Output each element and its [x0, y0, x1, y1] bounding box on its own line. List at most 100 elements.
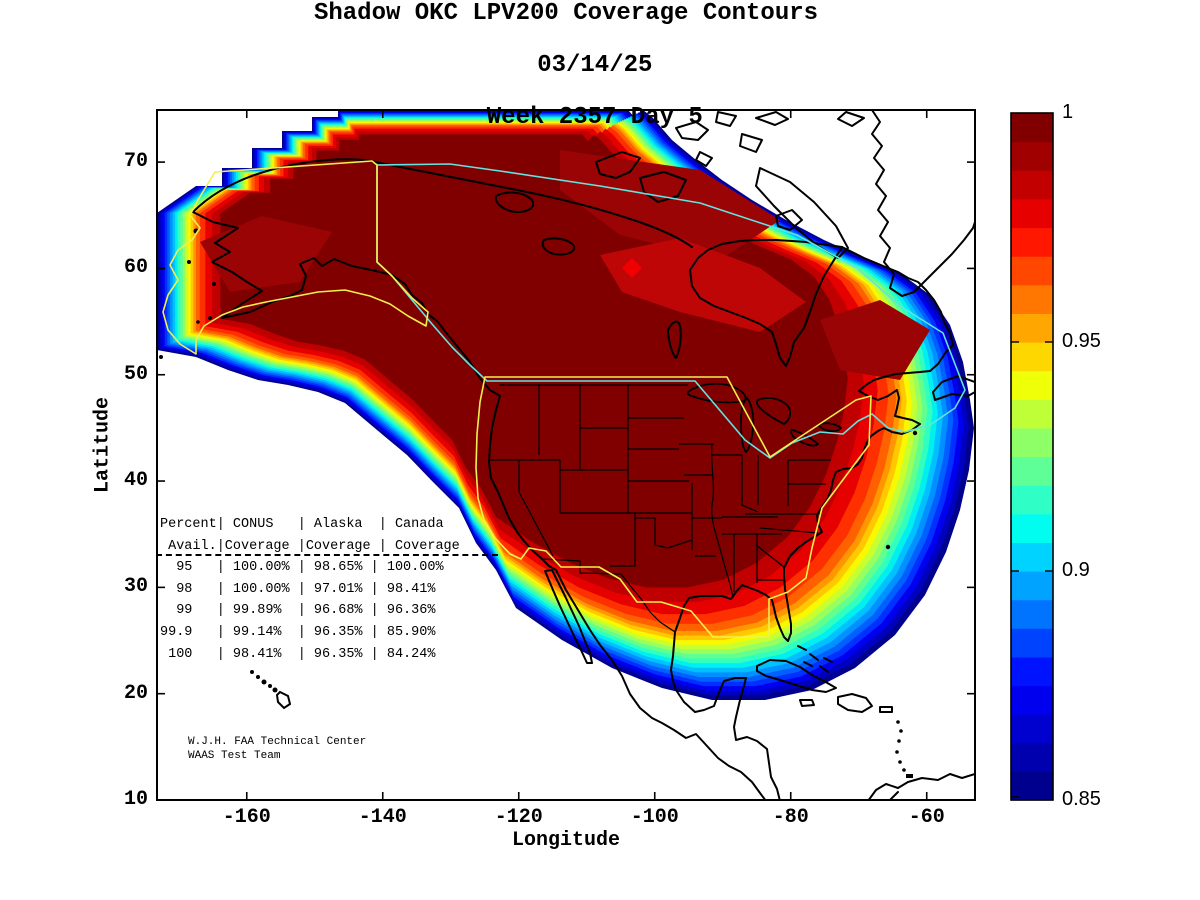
arctic-island-a: [675, 121, 709, 141]
axes-frame: [156, 109, 976, 801]
colorbar-step: [1011, 599, 1053, 629]
colorbar-step: [1011, 685, 1053, 715]
great-lakes: [686, 382, 843, 454]
colorbar-step: [1011, 628, 1053, 658]
colorbar-step: [1011, 513, 1053, 543]
conus-service-boundary: [475, 376, 872, 638]
colorbar-step: [1011, 485, 1053, 515]
colorbar-step: [1011, 170, 1053, 200]
ellesmere-island: [837, 111, 865, 127]
lake-michigan: [740, 396, 755, 454]
colorbar-tick-label: 1: [1062, 101, 1074, 123]
hispaniola: [837, 693, 873, 713]
service-volume-boundaries: [162, 160, 966, 638]
colorbar-step: [1011, 227, 1053, 257]
x-tick-label: -80: [772, 806, 809, 829]
baja-peninsula: [544, 569, 593, 664]
title-line-3: Week 2357 Day 5: [486, 104, 703, 131]
colorbar-step: [1011, 313, 1053, 343]
y-tick-label: 30: [123, 575, 148, 599]
x-tick-label: -100: [630, 806, 679, 829]
colorbar-step: [1011, 198, 1053, 229]
west-coast: [192, 211, 767, 800]
colorbar-step: [1011, 256, 1053, 286]
credit-line-2: WAAS Test Team: [188, 750, 281, 762]
lake-huron: [756, 397, 791, 426]
gulf-atlantic-coast: [670, 246, 954, 800]
credit-line-1: W.J.H. FAA Technical Center: [188, 736, 367, 748]
patch-hot-spot: [622, 258, 642, 278]
colorbar-step: [1011, 427, 1053, 458]
coastlines: [192, 110, 975, 800]
greenland-coast: [871, 110, 975, 297]
colorbar-step: [1011, 656, 1053, 687]
alaska-service-boundary: [162, 160, 429, 355]
table-separator: [156, 554, 498, 556]
x-tick-label: -140: [358, 806, 407, 829]
y-tick-label: 20: [123, 681, 148, 705]
colorbar-step: [1011, 714, 1053, 744]
y-tick-label: 70: [123, 150, 148, 174]
colorbar-gradient: [1011, 113, 1053, 801]
victoria-island: [639, 171, 687, 203]
x-tick-label: -160: [222, 806, 271, 829]
colorbar-tick-label: 0.9: [1062, 559, 1090, 581]
south-america-coast: [867, 773, 975, 800]
colorbar-step: [1011, 742, 1053, 772]
state-borders: [490, 384, 831, 633]
credit-text: W.J.H. FAA Technical Center WAAS Test Te…: [188, 735, 366, 763]
colorbar-step: [1011, 771, 1053, 801]
southampton-island: [775, 209, 803, 231]
availability-table: Percent| CONUS | Alaska | Canada Avail.|…: [160, 517, 460, 662]
bermuda: [885, 544, 891, 550]
hudson-bay: [689, 239, 843, 367]
colorbar-step: [1011, 571, 1053, 601]
arctic-coast: [192, 158, 693, 248]
jamaica: [799, 699, 815, 707]
patch-mid-hudson: [600, 238, 806, 332]
lake-ontario: [818, 422, 843, 433]
arctic-island-d: [695, 151, 713, 167]
colorbar-step: [1011, 342, 1053, 372]
colorbar-tick-label: 0.95: [1062, 330, 1101, 352]
devon-island: [755, 111, 789, 126]
y-tick-label: 40: [123, 469, 148, 493]
lake-erie: [790, 429, 820, 447]
colorbar-border: [1010, 112, 1054, 801]
bahamas: [797, 645, 833, 673]
arctic-island-b: [715, 111, 737, 127]
x-axis-label: Longitude: [511, 829, 621, 852]
trinidad: [906, 774, 913, 778]
colorbar-tick-label: 0.85: [1062, 788, 1101, 810]
canada-service-boundary: [376, 163, 966, 459]
great-bear-lake: [494, 191, 535, 213]
y-tick-label: 10: [123, 788, 148, 811]
puerto-rico: [879, 706, 893, 713]
plot-area: [157, 110, 975, 800]
patch-light-3: [820, 300, 930, 380]
newfoundland: [932, 375, 975, 401]
hawaii-big-island: [275, 690, 292, 710]
axis-tick-marks: [157, 110, 975, 801]
colorbar-step: [1011, 113, 1053, 143]
colorbar-tick-marks: [1011, 341, 1053, 798]
great-slave-lake: [541, 237, 576, 256]
arctic-island-c: [739, 133, 763, 153]
colorbar-step: [1011, 284, 1053, 314]
sable-island: [912, 430, 918, 436]
colorbar-step: [1011, 370, 1053, 400]
figure-title: Shadow OKC LPV200 Coverage Contours 03/1…: [166, 1, 966, 157]
small-islands: [159, 228, 918, 778]
colorbar-step: [1011, 456, 1053, 486]
title-line-2: 03/14/25: [537, 52, 653, 79]
title-line-1: Shadow OKC LPV200 Coverage Contours: [313, 0, 819, 27]
colorbar-step: [1011, 399, 1053, 429]
cuba: [756, 659, 837, 693]
colorbar-step: [1011, 141, 1053, 171]
colorbar-step: [1011, 542, 1053, 572]
banks-island: [595, 151, 641, 179]
y-tick-label: 50: [123, 362, 148, 386]
y-tick-label: 60: [123, 256, 148, 280]
